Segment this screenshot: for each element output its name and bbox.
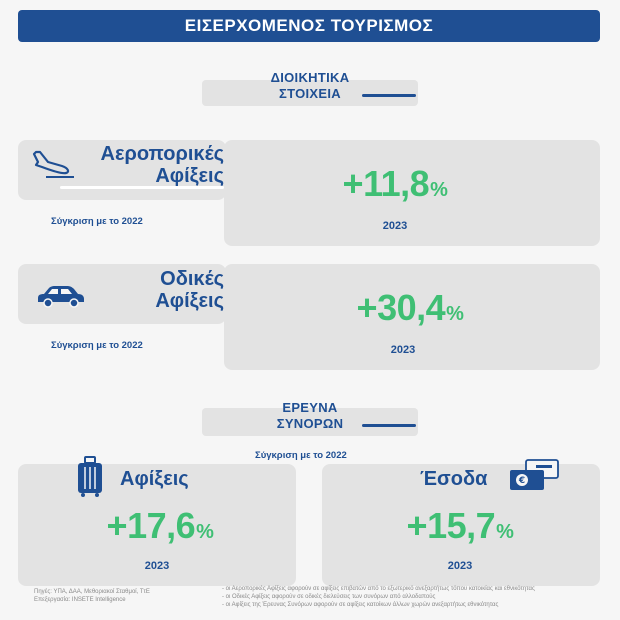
border-section-line2: ΣΥΝΟΡΩΝ — [276, 416, 344, 431]
suitcase-icon — [76, 456, 104, 498]
footer-sources: Πηγές: ΥΠΑ, ΔΑΑ, Μεθοριακοί Σταθμοί, ΤτΕ… — [34, 588, 214, 604]
arrivals-value-unit: % — [196, 521, 214, 543]
receipts-value: +15,7% — [370, 505, 550, 547]
air-title-line2: Αφίξεις — [155, 165, 224, 187]
footer-source-line2: Επεξεργασία: INSETE Intelligence — [34, 597, 126, 603]
air-value-unit: % — [430, 179, 448, 201]
arrivals-value: +17,6% — [70, 505, 250, 547]
air-title-line1: Αεροπορικές — [100, 143, 224, 165]
footer-note-3: - οι Αφίξεις της Έρευνας Συνόρων αφορούν… — [222, 602, 499, 608]
receipts-year: 2023 — [447, 560, 473, 572]
arrivals-value-number: +17,6 — [106, 505, 196, 546]
arrivals-title: Αφίξεις — [120, 468, 189, 490]
svg-text:€: € — [518, 476, 525, 486]
footer-source-line1: Πηγές: ΥΠΑ, ΔΑΑ, Μεθοριακοί Σταθμοί, ΤτΕ — [34, 589, 150, 595]
air-divider-line — [60, 186, 224, 189]
receipts-card — [322, 464, 600, 586]
road-value-number: +30,4 — [356, 287, 446, 328]
road-title-line1: Οδικές — [160, 268, 224, 290]
footer-notes: - οι Αεροπορικές Αφίξεις αφορούν σε αφίξ… — [222, 585, 612, 609]
road-title: Οδικές Αφίξεις — [82, 268, 224, 312]
arrivals-year: 2023 — [144, 560, 170, 572]
road-title-line2: Αφίξεις — [155, 290, 224, 312]
admin-section-line1: ΔΙΟΙΚΗΤΙΚΑ — [270, 70, 350, 85]
border-compare-text: Σύγκριση με το 2022 — [255, 450, 347, 461]
money-cards-icon: € — [508, 458, 562, 492]
receipts-value-unit: % — [496, 521, 514, 543]
admin-section-line2: ΣΤΟΙΧΕΙΑ — [279, 86, 341, 101]
air-value-number: +11,8 — [342, 163, 430, 204]
footer-note-1: - οι Αεροπορικές Αφίξεις αφορούν σε αφίξ… — [222, 586, 535, 592]
page-title: ΕΙΣΕΡΧΟΜΕΝΟΣ ΤΟΥΡΙΣΜΟΣ — [184, 16, 434, 35]
header-banner: ΕΙΣΕΡΧΟΜΕΝΟΣ ΤΟΥΡΙΣΜΟΣ — [18, 10, 600, 42]
road-value: +30,4% — [310, 287, 510, 329]
border-section-accent-line — [362, 424, 416, 427]
receipts-title: Έσοδα — [420, 468, 488, 490]
footer-note-2: - οι Οδικές Αφίξεις αφορούν σε οδικές δι… — [222, 594, 436, 600]
air-value-card — [224, 140, 600, 246]
border-section-line1: ΕΡΕΥΝΑ — [282, 400, 338, 415]
car-icon — [34, 284, 88, 308]
receipts-value-number: +15,7 — [406, 505, 496, 546]
road-value-unit: % — [446, 303, 464, 325]
admin-section-pill — [202, 80, 418, 106]
border-section-pill — [202, 408, 418, 436]
admin-section-label: ΔΙΟΙΚΗΤΙΚΑ ΣΤΟΙΧΕΙΑ — [202, 70, 418, 102]
plane-landing-icon — [30, 148, 78, 178]
arrivals-card — [18, 464, 296, 586]
road-year: 2023 — [390, 344, 416, 356]
air-title: Αεροπορικές Αφίξεις — [82, 143, 224, 187]
border-section-label: ΕΡΕΥΝΑ ΣΥΝΟΡΩΝ — [202, 400, 418, 432]
air-value: +11,8% — [300, 163, 490, 205]
air-year: 2023 — [382, 220, 408, 232]
air-compare-text: Σύγκριση με το 2022 — [51, 216, 143, 227]
road-compare-text: Σύγκριση με το 2022 — [51, 340, 143, 351]
admin-section-accent-line — [362, 94, 416, 97]
road-value-card — [224, 264, 600, 370]
